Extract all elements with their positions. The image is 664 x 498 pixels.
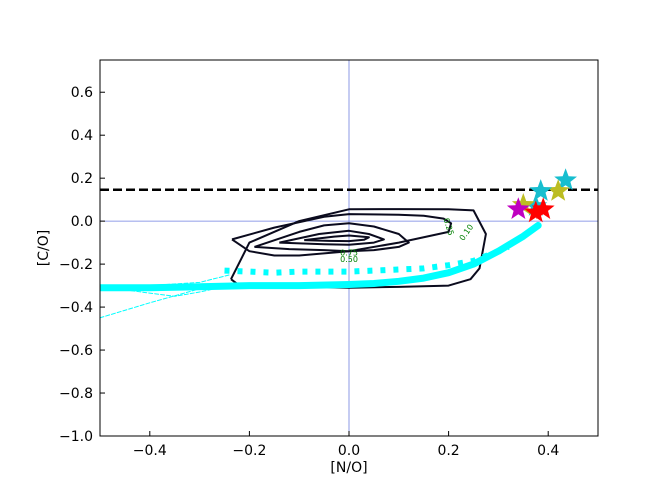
y-axis: −1.0 −0.8 −0.6 −0.4 −0.2 0.0 0.2 0.4 0.6 xyxy=(59,85,105,445)
star-marker xyxy=(554,168,577,190)
contour-line xyxy=(254,222,410,253)
x-tick-label: −0.4 xyxy=(133,443,167,459)
x-axis: −0.4 −0.2 0.0 0.2 0.4 xyxy=(133,431,559,459)
star-marker xyxy=(529,179,553,201)
star-marker xyxy=(546,179,570,201)
y-tick-label: −0.6 xyxy=(59,343,93,359)
y-tick-label: 0.6 xyxy=(71,85,93,101)
star-marker xyxy=(511,193,535,215)
track-line xyxy=(100,221,542,292)
contour-label: 0.50 xyxy=(340,255,358,264)
contour-line xyxy=(279,229,385,246)
y-tick-label: −0.4 xyxy=(59,300,93,316)
track-line xyxy=(100,274,230,287)
x-tick-label: 0.4 xyxy=(537,443,559,459)
y-tick-label: 0.4 xyxy=(71,128,93,144)
reference-lines xyxy=(100,60,598,436)
contour-line xyxy=(304,234,370,243)
track-line xyxy=(124,285,230,297)
y-tick-label: 0.0 xyxy=(71,214,93,230)
x-tick-label: 0.2 xyxy=(437,443,459,459)
star-marker xyxy=(524,200,548,223)
x-tick-label: −0.2 xyxy=(232,443,266,459)
star-marker xyxy=(506,197,530,219)
y-axis-label: [C/O] xyxy=(36,230,52,266)
x-tick-label: 0.0 xyxy=(338,443,360,459)
star-marker xyxy=(531,197,555,219)
y-tick-label: −0.2 xyxy=(59,257,93,273)
y-tick-label: −0.8 xyxy=(59,386,93,402)
star-markers xyxy=(506,168,577,223)
track-line xyxy=(224,244,510,276)
x-axis-label: [N/O] xyxy=(330,460,367,476)
y-tick-label: 0.2 xyxy=(71,171,93,187)
y-tick-label: −1.0 xyxy=(59,429,93,445)
contour-line xyxy=(231,213,453,257)
model-tracks xyxy=(100,221,542,319)
contour-label: 0.75 xyxy=(340,249,358,258)
